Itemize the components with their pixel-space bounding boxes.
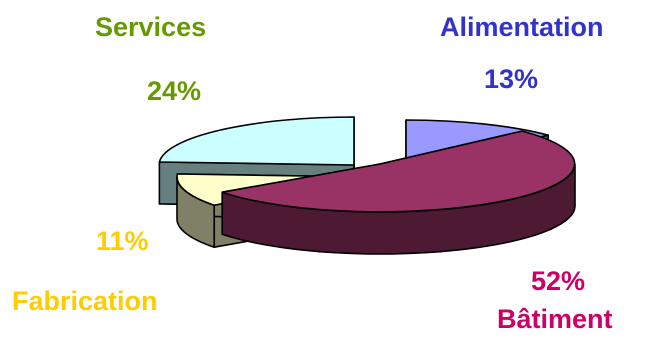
label-alimentation-percent: 13% [484, 64, 539, 94]
label-services-name: Services [95, 12, 207, 42]
label-batiment-name: Bâtiment [497, 304, 613, 334]
label-alimentation-name: Alimentation [440, 12, 604, 42]
label-batiment-percent: 52% [531, 266, 586, 296]
label-fabrication-percent: 11% [96, 226, 149, 256]
label-services-percent: 24% [147, 76, 202, 106]
label-fabrication-name: Fabrication [12, 286, 158, 316]
slice-bâtiment [221, 130, 576, 255]
